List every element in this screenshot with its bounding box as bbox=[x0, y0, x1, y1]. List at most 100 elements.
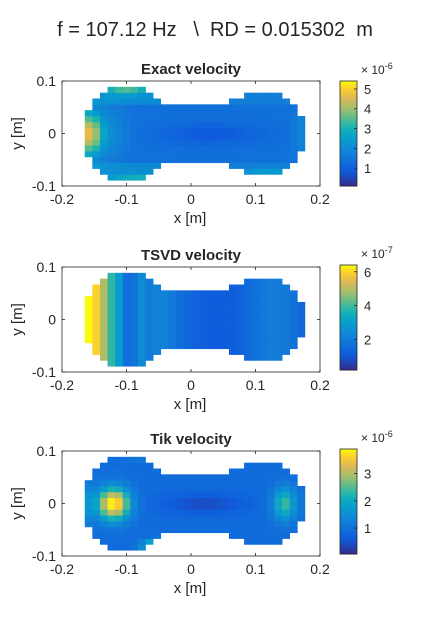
heatmap-cell bbox=[153, 342, 162, 350]
colorbar-band bbox=[340, 310, 357, 313]
heatmap-cell bbox=[236, 509, 245, 516]
colorbar-exponent-power: -7 bbox=[385, 245, 393, 255]
heatmap-cell bbox=[244, 337, 253, 344]
heatmap-cell bbox=[99, 526, 108, 534]
heatmap-cell bbox=[122, 121, 131, 129]
heatmap-cell bbox=[122, 532, 131, 539]
heatmap-cell bbox=[274, 139, 283, 146]
colorbar-band bbox=[340, 459, 357, 462]
heatmap-cell bbox=[251, 151, 260, 158]
colorbar-tick-label: 3 bbox=[364, 467, 371, 482]
heatmap-cell bbox=[99, 127, 108, 134]
heatmap-cell bbox=[145, 92, 154, 99]
heatmap-cell bbox=[251, 526, 260, 534]
heatmap-cell bbox=[236, 532, 245, 539]
heatmap-cell bbox=[107, 168, 116, 175]
heatmap-cell bbox=[107, 284, 116, 291]
x-tick-label: -0.2 bbox=[50, 561, 74, 577]
heatmap-cell bbox=[153, 162, 162, 169]
heatmap-cell bbox=[175, 497, 184, 504]
heatmap-cell bbox=[160, 474, 169, 481]
heatmap-cell bbox=[251, 139, 260, 146]
heatmap-cell bbox=[221, 503, 230, 510]
colorbar-band bbox=[340, 184, 357, 187]
heatmap-cell bbox=[107, 92, 116, 99]
heatmap-cell bbox=[115, 521, 124, 528]
heatmap-cell bbox=[228, 290, 237, 297]
heatmap-cell bbox=[130, 110, 139, 117]
colorbar-band bbox=[340, 300, 357, 303]
heatmap-cell bbox=[145, 127, 154, 134]
colorbar-band bbox=[340, 135, 357, 138]
heatmap-cell bbox=[107, 162, 116, 169]
heatmap-cell bbox=[198, 342, 207, 350]
heatmap-cell bbox=[115, 121, 124, 129]
heatmap-cell bbox=[99, 462, 108, 469]
heatmap-cell bbox=[213, 342, 222, 350]
colorbar-band bbox=[340, 354, 357, 357]
heatmap-cell bbox=[153, 145, 162, 152]
heatmap-cell bbox=[213, 296, 222, 303]
heatmap-cell bbox=[122, 515, 131, 522]
heatmap-cell bbox=[213, 521, 222, 528]
colorbar-band bbox=[340, 526, 357, 529]
heatmap-cell bbox=[289, 480, 298, 487]
heatmap-cell bbox=[259, 168, 268, 175]
heatmap-cell bbox=[236, 104, 245, 111]
heatmap-cell bbox=[115, 325, 124, 332]
heatmap-cell bbox=[92, 145, 101, 152]
colorbar-band bbox=[340, 89, 357, 92]
heatmap-cell bbox=[251, 104, 260, 111]
heatmap-cell bbox=[244, 162, 253, 169]
colorbar-band bbox=[340, 541, 357, 544]
colorbar-band bbox=[340, 173, 357, 176]
heatmap-cell bbox=[115, 139, 124, 146]
heatmap-cell bbox=[99, 290, 108, 297]
heatmap-cell bbox=[137, 319, 146, 326]
heatmap-cell bbox=[168, 110, 177, 117]
heatmap-cell bbox=[160, 486, 169, 493]
colorbar-band bbox=[340, 506, 357, 509]
heatmap-cell bbox=[228, 509, 237, 516]
colorbar-band bbox=[340, 324, 357, 327]
heatmap-cell bbox=[206, 319, 215, 326]
heatmap-cell bbox=[213, 474, 222, 481]
heatmap-cell bbox=[191, 480, 199, 487]
colorbar-band bbox=[340, 170, 357, 173]
heatmap-cell bbox=[84, 337, 93, 344]
heatmap-cell bbox=[266, 474, 275, 481]
heatmap-cell bbox=[122, 325, 131, 332]
heatmap-cell bbox=[99, 156, 108, 164]
heatmap-cell bbox=[115, 307, 124, 315]
heatmap-cell bbox=[251, 133, 260, 140]
heatmap-cell bbox=[153, 284, 162, 291]
heatmap-cell bbox=[145, 503, 154, 510]
heatmap-cell bbox=[259, 486, 268, 493]
heatmap-cell bbox=[122, 92, 131, 99]
colorbar-band bbox=[340, 454, 357, 457]
heatmap-cell bbox=[244, 521, 253, 528]
heatmap-cell bbox=[84, 515, 93, 522]
heatmap-cell bbox=[191, 121, 199, 129]
heatmap-cell bbox=[137, 284, 146, 291]
heatmap-cell bbox=[228, 325, 237, 332]
heatmap-cell bbox=[130, 532, 139, 539]
heatmap-cell bbox=[236, 468, 245, 475]
heatmap-cell bbox=[274, 480, 283, 487]
heatmap-cell bbox=[153, 337, 162, 344]
heatmap-cell bbox=[160, 145, 169, 152]
heatmap-cell bbox=[266, 162, 275, 169]
heatmap-cell bbox=[297, 133, 306, 140]
heatmap-cell bbox=[153, 474, 162, 481]
heatmap-cell bbox=[251, 278, 260, 285]
heatmap-cell bbox=[122, 348, 131, 355]
heatmap-cell bbox=[99, 474, 108, 481]
heatmap-cell bbox=[122, 509, 131, 516]
heatmap-cell bbox=[266, 538, 275, 545]
heatmap-cell bbox=[206, 313, 215, 320]
colorbar-band bbox=[340, 522, 357, 525]
heatmap-cell bbox=[160, 515, 169, 522]
heatmap-cell bbox=[107, 497, 116, 504]
heatmap-cell bbox=[244, 532, 253, 539]
heatmap-cell bbox=[244, 313, 253, 320]
